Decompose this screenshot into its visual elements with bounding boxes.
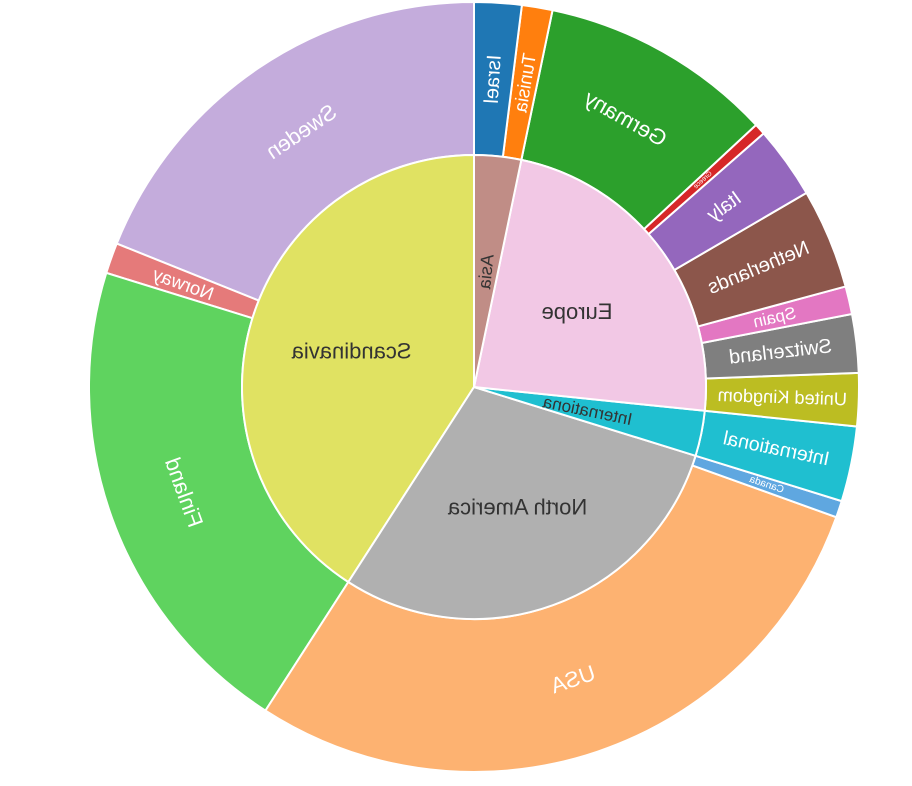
outer-label-israel: Israel xyxy=(481,54,506,104)
outer-label-united-kingdom: United Kingdom xyxy=(717,385,847,409)
sunburst-mirrored-group: SwedenNorwayFinlandUSACanadaInternationa… xyxy=(88,0,860,773)
inner-slice-europe[interactable] xyxy=(472,158,707,412)
inner-label-asia: Asia xyxy=(474,253,497,290)
inner-slice-north-america[interactable] xyxy=(346,385,697,620)
inner-label-europe: Europe xyxy=(542,299,613,324)
inner-label-north-america: North America xyxy=(447,494,587,519)
inner-label-scandinavia: Scandinavia xyxy=(291,338,412,363)
inner-slice-asia[interactable] xyxy=(473,153,523,388)
